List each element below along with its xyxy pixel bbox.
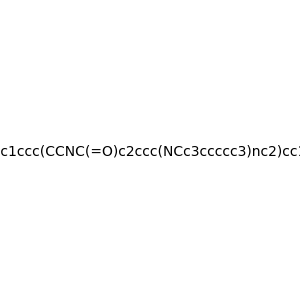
Text: CCOc1ccc(CCNC(=O)c2ccc(NCc3ccccc3)nc2)cc1OCC: CCOc1ccc(CCNC(=O)c2ccc(NCc3ccccc3)nc2)cc… xyxy=(0,145,300,158)
